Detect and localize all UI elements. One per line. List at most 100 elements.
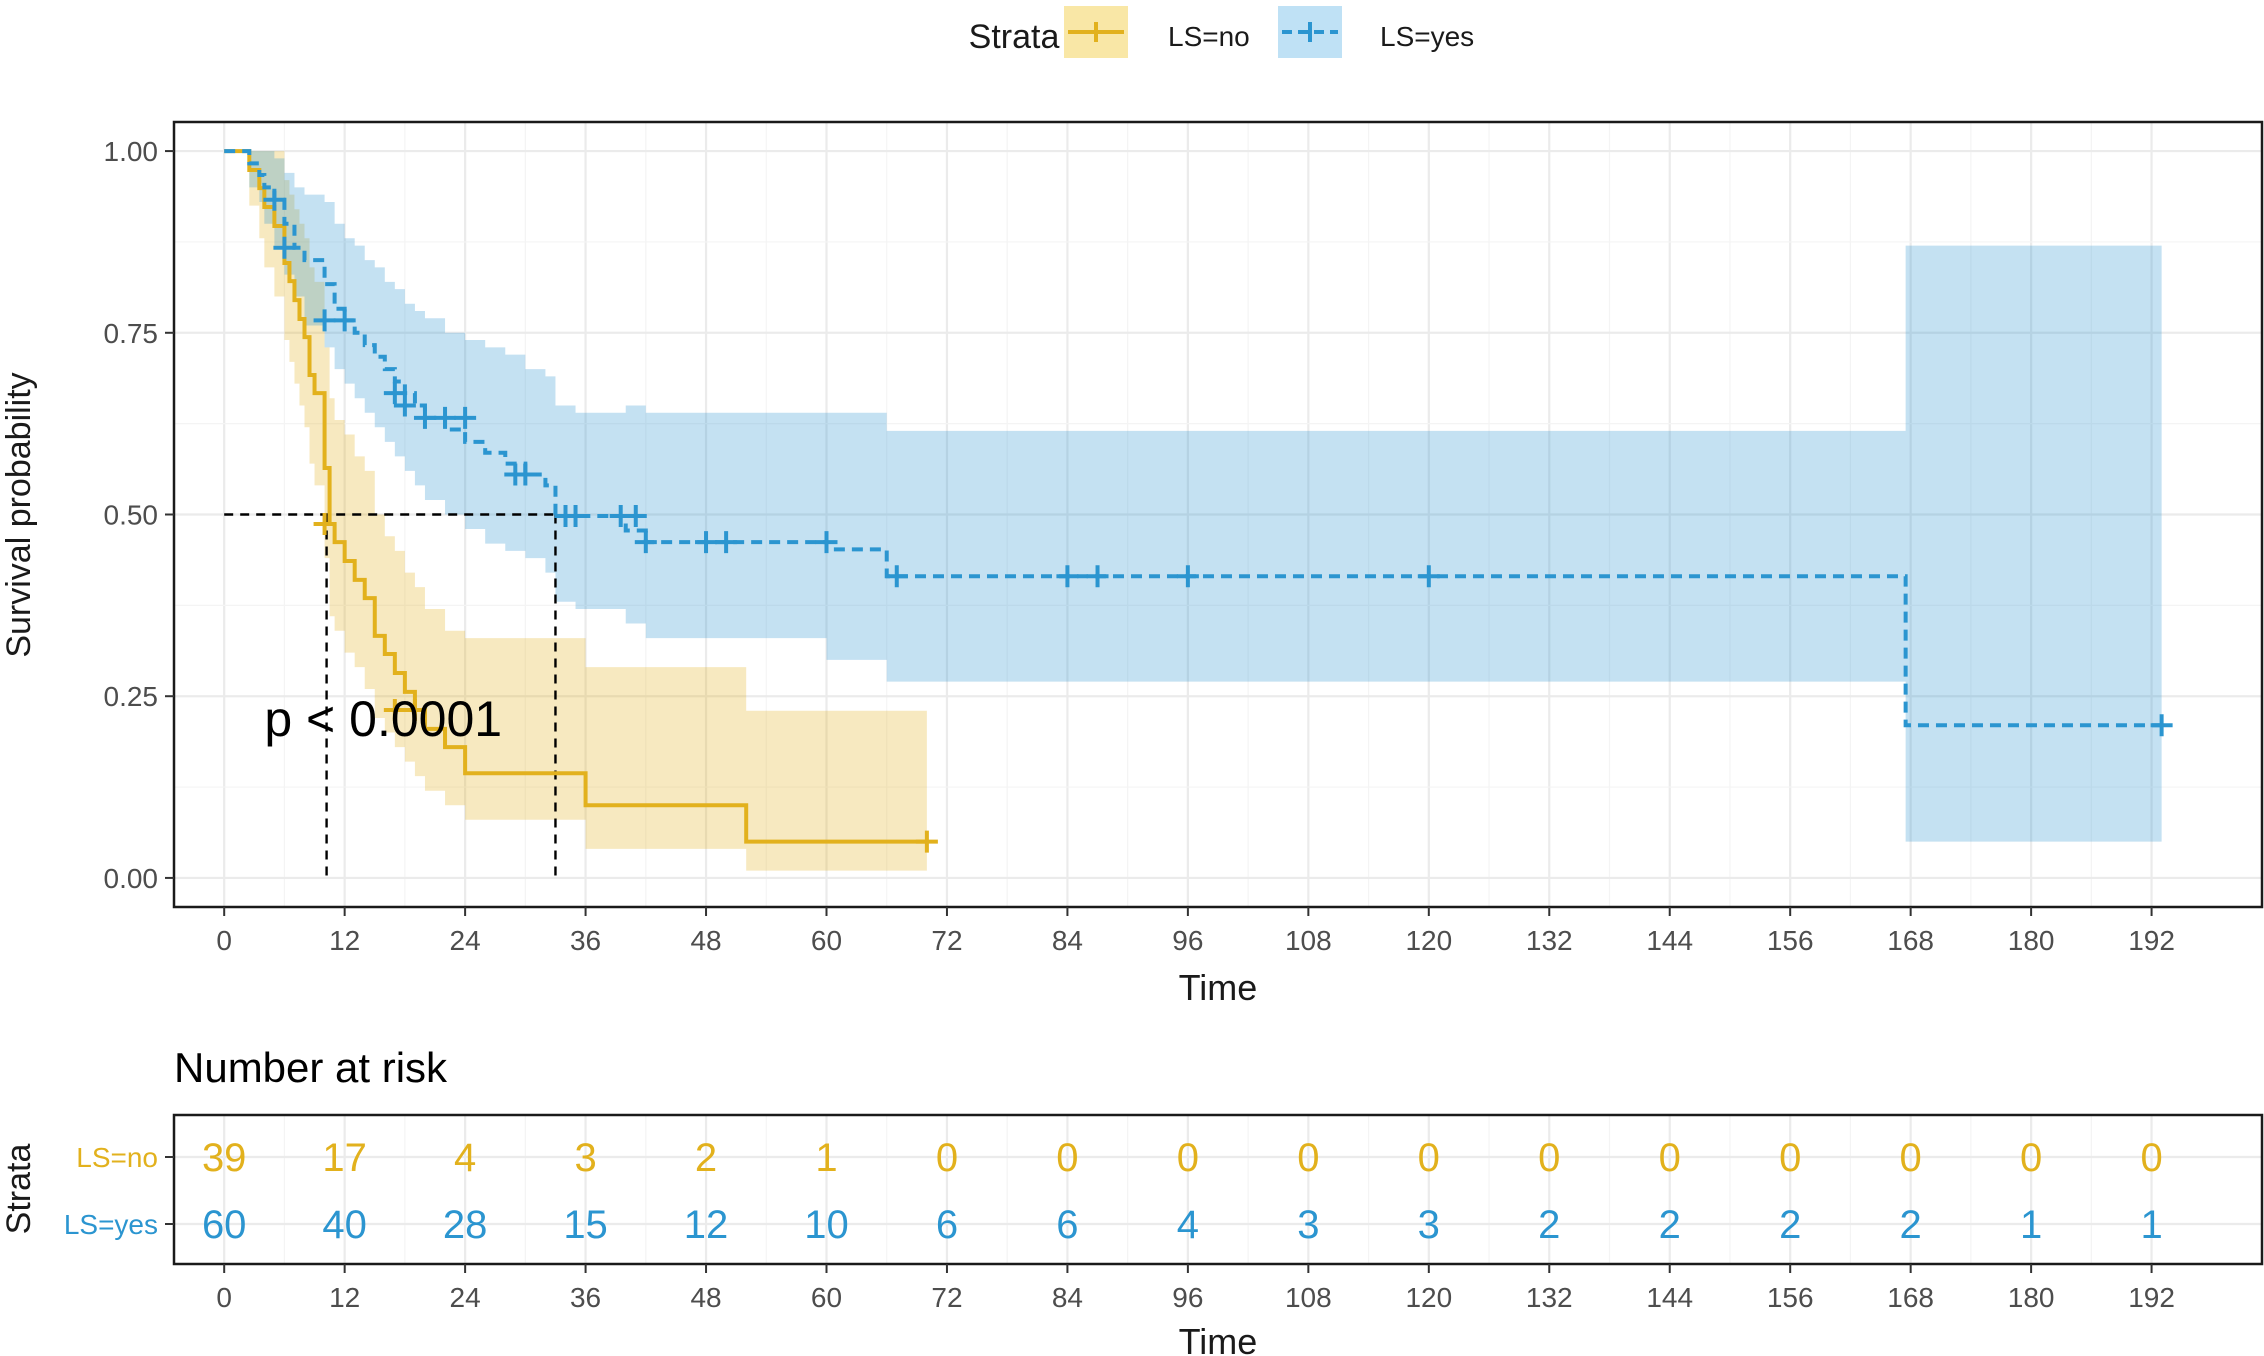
risk-count-ls-yes: 4 bbox=[1177, 1203, 1199, 1247]
y-axis: 0.00 0.25 0.50 0.75 1.00 bbox=[104, 136, 174, 894]
risk-x-tick-label: 12 bbox=[329, 1282, 360, 1313]
x-tick-label: 0 bbox=[216, 925, 232, 956]
risk-count-ls-no: 0 bbox=[1659, 1136, 1681, 1180]
risk-count-ls-no: 0 bbox=[2140, 1136, 2162, 1180]
censor-mark-ls-yes bbox=[434, 406, 457, 429]
censor-mark-ls-yes bbox=[454, 406, 477, 429]
risk-table-cells: 39 17 4 3 2 1 0 0 0 0 0 0 0 0 0 0 060 40 28 15 12 10 6 6 4 3 3 2 2 2 2… bbox=[202, 1136, 2163, 1247]
risk-count-ls-no: 0 bbox=[1418, 1136, 1440, 1180]
x-tick-label: 36 bbox=[570, 925, 601, 956]
risk-table-strata-labels: LS=no LS=yes bbox=[64, 1142, 174, 1240]
risk-table-y-title: Strata bbox=[0, 1144, 38, 1235]
risk-count-ls-no: 17 bbox=[322, 1136, 367, 1180]
y-tick-label: 0.25 bbox=[104, 681, 159, 712]
censor-mark-ls-yes bbox=[1417, 565, 1440, 588]
censor-mark-ls-yes bbox=[313, 309, 336, 332]
risk-count-ls-yes: 6 bbox=[1056, 1203, 1078, 1247]
censor-mark-ls-yes bbox=[273, 236, 296, 259]
confidence-band-ls-yes bbox=[224, 151, 2162, 842]
x-tick-label: 84 bbox=[1052, 925, 1083, 956]
risk-x-tick-label: 48 bbox=[690, 1282, 721, 1313]
censor-mark-ls-yes bbox=[695, 531, 718, 554]
risk-count-ls-no: 0 bbox=[1177, 1136, 1199, 1180]
censor-mark-ls-yes bbox=[393, 394, 416, 417]
x-tick-label: 180 bbox=[2008, 925, 2055, 956]
censor-mark-ls-yes bbox=[715, 531, 738, 554]
legend-key-ls-no bbox=[1064, 6, 1128, 58]
risk-count-ls-no: 2 bbox=[695, 1136, 717, 1180]
censor-mark-ls-no bbox=[403, 699, 426, 722]
p-value-annotation: p < 0.0001 bbox=[264, 691, 502, 747]
risk-x-tick-label: 0 bbox=[216, 1282, 232, 1313]
risk-count-ls-no: 0 bbox=[2020, 1136, 2042, 1180]
censor-mark-ls-yes bbox=[2150, 714, 2173, 737]
legend: Strata LS=no LS=yes bbox=[969, 6, 1474, 58]
risk-table: Number at risk 39 17 4 3 2 1 0 0 0 0 0 0 0 0 0 0 060 40 28… bbox=[0, 1044, 2264, 1356]
risk-count-ls-yes: 6 bbox=[936, 1203, 958, 1247]
censor-mark-ls-no bbox=[313, 512, 336, 535]
risk-count-ls-yes: 1 bbox=[2020, 1203, 2042, 1247]
risk-count-ls-yes: 1 bbox=[2140, 1203, 2162, 1247]
risk-x-tick-label: 144 bbox=[1646, 1282, 1693, 1313]
censor-mark-ls-yes bbox=[333, 309, 356, 332]
censor-mark-ls-yes bbox=[1176, 565, 1199, 588]
risk-count-ls-yes: 12 bbox=[684, 1203, 729, 1247]
x-axis: 0 12 24 36 48 60 72 84 96 108 120 132 144 156 168 180 19… bbox=[216, 907, 2175, 956]
x-tick-label: 72 bbox=[931, 925, 962, 956]
risk-count-ls-no: 0 bbox=[1900, 1136, 1922, 1180]
risk-count-ls-no: 0 bbox=[1779, 1136, 1801, 1180]
risk-table-border bbox=[172, 1113, 2264, 1266]
legend-title: Strata bbox=[969, 18, 1060, 56]
censor-mark-ls-yes bbox=[1056, 565, 1079, 588]
risk-x-tick-label: 36 bbox=[570, 1282, 601, 1313]
median-lines bbox=[224, 513, 557, 878]
x-tick-label: 156 bbox=[1767, 925, 1814, 956]
risk-count-ls-yes: 2 bbox=[1900, 1203, 1922, 1247]
confidence-band-ls-no bbox=[224, 151, 927, 871]
survival-curve-ls-no bbox=[224, 149, 927, 844]
y-tick-label: 1.00 bbox=[104, 136, 159, 167]
x-tick-label: 12 bbox=[329, 925, 360, 956]
x-axis-title: Time bbox=[1179, 967, 1258, 1008]
risk-count-ls-yes: 3 bbox=[1297, 1203, 1319, 1247]
censor-mark-ls-yes bbox=[634, 531, 657, 554]
x-tick-label: 96 bbox=[1172, 925, 1203, 956]
risk-count-ls-yes: 2 bbox=[1779, 1203, 1801, 1247]
x-tick-label: 48 bbox=[690, 925, 721, 956]
censor-mark-ls-yes bbox=[383, 382, 406, 405]
censor-mark-ls-yes bbox=[564, 504, 587, 527]
risk-count-ls-no: 0 bbox=[1297, 1136, 1319, 1180]
risk-count-ls-no: 39 bbox=[202, 1136, 247, 1180]
risk-count-ls-no: 4 bbox=[454, 1136, 476, 1180]
x-tick-label: 132 bbox=[1526, 925, 1573, 956]
risk-x-tick-label: 156 bbox=[1767, 1282, 1814, 1313]
y-axis-title: Survival probability bbox=[0, 372, 38, 657]
x-tick-label: 24 bbox=[450, 925, 481, 956]
risk-table-title: Number at risk bbox=[174, 1044, 448, 1091]
legend-label-ls-no: LS=no bbox=[1168, 21, 1250, 52]
censor-mark-ls-yes bbox=[263, 188, 286, 211]
risk-x-tick-label: 96 bbox=[1172, 1282, 1203, 1313]
x-tick-label: 108 bbox=[1285, 925, 1332, 956]
risk-table-x-axis: 0 12 24 36 48 60 72 84 96 108 120 132 144 156 168 180 19… bbox=[216, 1264, 2175, 1313]
risk-x-tick-label: 132 bbox=[1526, 1282, 1573, 1313]
x-tick-label: 192 bbox=[2128, 925, 2175, 956]
risk-table-x-title: Time bbox=[1179, 1321, 1258, 1356]
y-tick-label: 0.75 bbox=[104, 318, 159, 349]
risk-x-tick-label: 72 bbox=[931, 1282, 962, 1313]
risk-row-label-ls-no: LS=no bbox=[76, 1142, 158, 1173]
censor-mark-ls-no bbox=[383, 699, 406, 722]
censor-mark-ls-yes bbox=[514, 463, 537, 486]
x-tick-label: 168 bbox=[1887, 925, 1934, 956]
risk-table-grid bbox=[174, 1115, 2262, 1264]
risk-count-ls-no: 0 bbox=[1538, 1136, 1560, 1180]
censor-mark-ls-yes bbox=[885, 565, 908, 588]
legend-key-ls-yes bbox=[1278, 6, 1342, 58]
x-tick-label: 120 bbox=[1405, 925, 1452, 956]
risk-x-tick-label: 120 bbox=[1405, 1282, 1452, 1313]
censor-mark-ls-yes bbox=[815, 531, 838, 554]
risk-count-ls-yes: 2 bbox=[1659, 1203, 1681, 1247]
risk-count-ls-no: 1 bbox=[815, 1136, 837, 1180]
risk-count-ls-yes: 3 bbox=[1418, 1203, 1440, 1247]
